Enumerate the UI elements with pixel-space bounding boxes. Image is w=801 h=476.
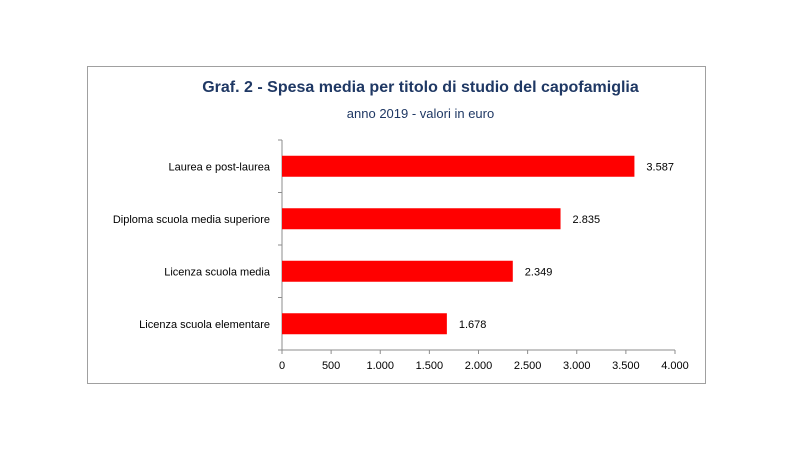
x-tick-label: 500 xyxy=(322,360,340,372)
x-tick-label: 2.000 xyxy=(465,360,493,372)
category-label: Licenza scuola media xyxy=(164,266,271,278)
x-tick-label: 2.500 xyxy=(514,360,542,372)
bar xyxy=(282,208,561,230)
x-tick-label: 1.000 xyxy=(366,360,394,372)
x-tick-label: 3.500 xyxy=(612,360,640,372)
data-label: 3.587 xyxy=(646,161,674,173)
x-tick-label: 4.000 xyxy=(661,360,689,372)
category-label: Licenza scuola elementare xyxy=(139,319,270,331)
bar xyxy=(282,155,635,177)
x-tick-label: 1.500 xyxy=(416,360,444,372)
bar xyxy=(282,260,513,282)
bar xyxy=(282,313,447,335)
data-label: 2.349 xyxy=(525,266,553,278)
chart-subtitle: anno 2019 - valori in euro xyxy=(346,106,495,121)
data-label: 2.835 xyxy=(573,214,601,226)
x-tick-label: 3.000 xyxy=(563,360,591,372)
category-label: Laurea e post-laurea xyxy=(168,161,270,173)
category-label: Diploma scuola media superiore xyxy=(113,214,270,226)
data-label: 1.678 xyxy=(459,319,487,331)
chart-title: Graf. 2 - Spesa media per titolo di stud… xyxy=(202,79,639,96)
x-tick-label: 0 xyxy=(279,360,285,372)
